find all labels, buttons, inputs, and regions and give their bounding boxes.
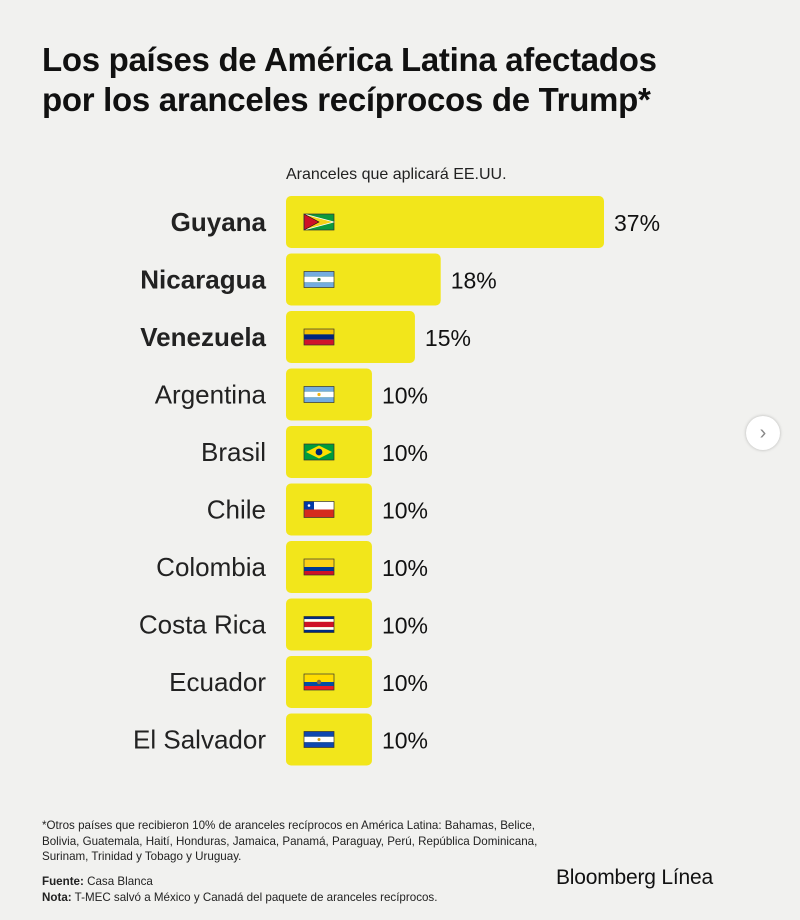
category-label-chile: Chile <box>207 495 266 525</box>
chart-title: Los países de América Latina afectados p… <box>42 40 772 120</box>
value-label-colombia: 10% <box>382 555 428 581</box>
argentina-flag-icon <box>303 386 335 403</box>
source-label: Fuente: <box>42 875 84 888</box>
bar-venezuela <box>286 311 415 363</box>
guyana-flag-icon <box>303 213 336 231</box>
venezuela-flag-icon <box>303 328 335 346</box>
category-label-brasil: Brasil <box>201 437 266 467</box>
next-slide-button[interactable]: › <box>746 416 780 450</box>
note-label: Nota: <box>42 891 72 904</box>
value-label-el-salvador: 10% <box>382 728 428 754</box>
brasil-flag-icon <box>303 443 335 461</box>
category-label-ecuador: Ecuador <box>169 667 266 697</box>
footnote-note: Nota: T-MEC salvó a México y Canadá del … <box>42 890 437 906</box>
bar-nicaragua <box>286 253 441 306</box>
category-label-el-salvador: El Salvador <box>133 725 266 755</box>
note-value: T-MEC salvó a México y Canadá del paquet… <box>74 891 438 904</box>
footnote-others: *Otros países que recibieron 10% de aran… <box>42 819 538 864</box>
category-label-venezuela: Venezuela <box>140 322 266 352</box>
value-label-argentina: 10% <box>382 383 428 409</box>
value-label-venezuela: 15% <box>425 325 471 351</box>
bar-chart: Guyana 37% Nicaragua 18% Venezuela 15% Argenti… <box>133 196 660 766</box>
chart-subtitle: Aranceles que aplicará EE.UU. <box>286 166 507 183</box>
category-label-nicaragua: Nicaragua <box>140 265 266 295</box>
category-label-colombia: Colombia <box>156 552 266 582</box>
el-salvador-flag-icon <box>303 731 335 748</box>
footnote-source: Fuente: Casa Blanca <box>42 874 153 890</box>
category-label-argentina: Argentina <box>155 380 267 410</box>
title-line-2: por los aranceles recíprocos de Trump* <box>42 81 651 118</box>
brand-logo: Bloomberg Línea <box>556 866 713 889</box>
source-value: Casa Blanca <box>87 875 153 888</box>
value-label-ecuador: 10% <box>382 670 428 696</box>
title-line-1: Los países de América Latina afectados <box>42 41 657 78</box>
colombia-flag-icon <box>303 558 335 576</box>
bar-guyana <box>286 196 604 248</box>
chevron-right-icon: › <box>759 421 767 444</box>
value-label-brasil: 10% <box>382 440 428 466</box>
value-label-nicaragua: 18% <box>451 268 497 294</box>
ecuador-flag-icon <box>303 673 335 691</box>
value-label-chile: 10% <box>382 498 428 524</box>
costa-rica-flag-icon <box>303 616 335 633</box>
value-label-guyana: 37% <box>614 210 660 236</box>
chile-flag-icon <box>303 501 335 518</box>
category-label-costa-rica: Costa Rica <box>139 610 267 640</box>
category-label-guyana: Guyana <box>171 207 267 237</box>
value-label-costa-rica: 10% <box>382 613 428 639</box>
nicaragua-flag-icon <box>303 271 335 288</box>
